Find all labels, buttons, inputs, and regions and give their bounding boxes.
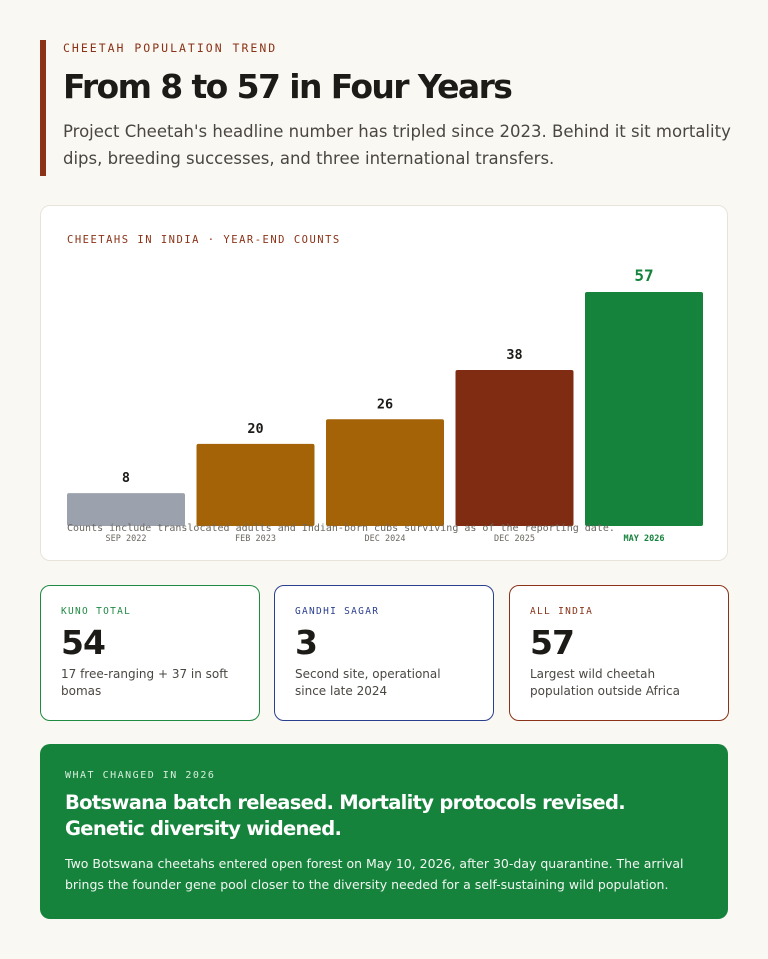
bar-sep-2022 (67, 493, 185, 526)
bar-dec-2025 (455, 370, 574, 526)
stat-label: KUNO TOTAL (61, 606, 132, 617)
bar-dec-2024 (326, 419, 444, 526)
data-label: 26 (377, 396, 393, 412)
data-label: 38 (506, 347, 522, 363)
stat-card-all-india: ALL INDIA 57 Largest wild cheetah popula… (509, 585, 729, 721)
tick-label: DEC 2025 (494, 534, 535, 544)
stat-desc: Largest wild cheetah population outside … (530, 667, 680, 698)
callout-kicker: WHAT CHANGED IN 2026 (65, 770, 216, 781)
header: CHEETAH POPULATION TREND From 8 to 57 in… (40, 40, 731, 176)
tick-label: FEB 2023 (235, 534, 276, 544)
stat-card-kuno: KUNO TOTAL 54 17 free-ranging + 37 in so… (40, 585, 260, 721)
data-label: 8 (122, 470, 130, 486)
data-label: 20 (247, 421, 263, 437)
callout-headline: Botswana batch released. Mortality proto… (65, 791, 626, 840)
stat-card-gandhi-sagar: GANDHI SAGAR 3 Second site, operational … (274, 585, 494, 721)
stat-label: GANDHI SAGAR (295, 606, 380, 617)
kicker: CHEETAH POPULATION TREND (63, 41, 278, 55)
tick-label: DEC 2024 (365, 534, 406, 544)
chart-card: 8 SEP 2022 20 FEB 2023 26 DEC 2024 38 DEC 2025 5… (40, 205, 728, 561)
chart-title: CHEETAHS IN INDIA · YEAR-END COUNTS (67, 234, 341, 246)
stat-value: 3 (295, 623, 318, 662)
dek: Project Cheetah's headline number has tr… (63, 122, 731, 168)
stat-value: 57 (530, 623, 575, 662)
stat-label: ALL INDIA (530, 606, 594, 617)
bar-may-2026 (585, 292, 703, 526)
tick-label: SEP 2022 (106, 534, 147, 544)
callout-body: Two Botswana cheetahs entered open fores… (65, 856, 684, 892)
bar-chart: 8 SEP 2022 20 FEB 2023 26 DEC 2024 38 DEC 2025 5… (67, 266, 703, 544)
bar-feb-2023 (196, 443, 315, 526)
callout: WHAT CHANGED IN 2026 Botswana batch rele… (40, 744, 728, 919)
chart-note: Counts include translocated adults and I… (67, 523, 615, 534)
page-title: From 8 to 57 in Four Years (63, 67, 513, 106)
stat-desc: Second site, operational since late 2024 (295, 667, 441, 698)
data-label: 57 (634, 266, 653, 285)
tick-label: MAY 2026 (624, 534, 665, 544)
stat-value: 54 (61, 623, 106, 662)
stat-desc: 17 free-ranging + 37 in soft bomas (61, 667, 228, 698)
